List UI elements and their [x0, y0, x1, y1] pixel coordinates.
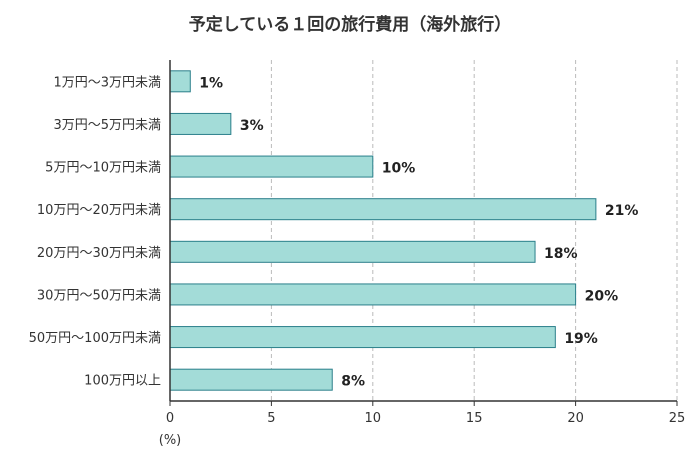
bar: [169, 283, 577, 306]
bar: [169, 198, 597, 221]
x-tick-label: 10: [365, 411, 382, 426]
category-label: 3万円〜5万円未満: [53, 118, 161, 133]
bar: [169, 240, 536, 263]
data-label: 1%: [199, 75, 223, 91]
bars: [169, 70, 597, 391]
data-label: 18%: [544, 246, 578, 262]
data-label: 19%: [564, 331, 598, 347]
data-label: 10%: [382, 161, 416, 177]
chart-title: 予定している１回の旅行費用（海外旅行）: [188, 15, 512, 35]
category-label: 50万円〜100万円未満: [29, 331, 161, 346]
bar: [169, 368, 333, 391]
data-label: 8%: [341, 374, 365, 390]
data-label: 20%: [585, 288, 619, 304]
x-tick-label: 0: [166, 411, 174, 426]
x-tick-label: 20: [567, 411, 584, 426]
x-tick-label: 25: [669, 411, 686, 426]
bar: [169, 112, 232, 135]
category-label: 20万円〜30万円未満: [37, 246, 161, 261]
grid-lines: [270, 60, 678, 401]
axes: [169, 60, 678, 406]
x-tick-label: 5: [267, 411, 275, 426]
category-label: 5万円〜10万円未満: [45, 161, 161, 176]
x-tick-label: 15: [466, 411, 483, 426]
bar: [169, 326, 556, 349]
category-label: 100万円以上: [84, 374, 161, 389]
category-label: 1万円〜3万円未満: [53, 75, 161, 90]
data-label: 21%: [605, 203, 639, 219]
data-label: 3%: [240, 118, 264, 134]
labels: 1万円〜3万円未満 1% 3万円〜5万円未満 3% 5万円〜10万円未満 10% 10万円〜…: [29, 75, 686, 448]
bar: [169, 70, 191, 93]
x-axis-unit-label: (%): [159, 433, 182, 448]
category-label: 30万円〜50万円未満: [37, 288, 161, 303]
bar: [169, 155, 374, 178]
category-label: 10万円〜20万円未満: [37, 203, 161, 218]
